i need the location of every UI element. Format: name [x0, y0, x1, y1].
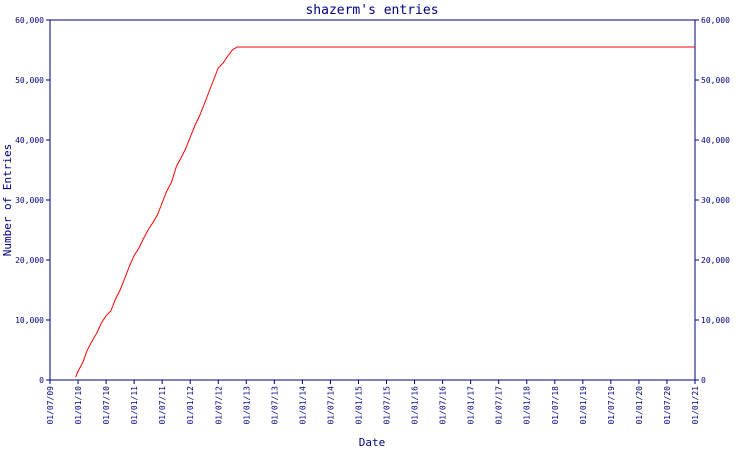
x-tick-label: 01/01/18	[523, 386, 532, 425]
x-tick-label: 01/07/10	[102, 386, 111, 425]
y-tick-label-left: 50,000	[15, 76, 44, 85]
x-tick-label: 01/07/09	[46, 386, 55, 425]
x-tick-label: 01/01/12	[186, 386, 195, 425]
y-tick-label-left: 10,000	[15, 316, 44, 325]
x-tick-label: 01/01/15	[354, 386, 363, 425]
y-ticks-left: 0 10,000 20,000 30,000 40,000 50,000 60,000	[15, 16, 50, 385]
x-tick-label: 01/01/16	[411, 386, 420, 425]
x-tick-label: 01/07/13	[270, 386, 279, 425]
x-axis-label: Date	[359, 436, 386, 449]
y-tick-label-right: 20,000	[701, 256, 730, 265]
x-tick-label: 01/01/20	[635, 386, 644, 425]
x-tick-label: 01/01/14	[298, 386, 307, 425]
x-tick-label: 01/01/10	[74, 386, 83, 425]
x-tick-label: 01/01/17	[467, 386, 476, 425]
y-tick-label-left: 0	[39, 376, 44, 385]
x-tick-label: 01/07/11	[158, 386, 167, 425]
x-tick-label: 01/07/16	[439, 386, 448, 425]
y-tick-label-right: 30,000	[701, 196, 730, 205]
y-ticks-right: 0 10,000 20,000 30,000 40,000 50,000 60,000	[695, 16, 730, 385]
x-tick-label: 01/07/19	[607, 386, 616, 425]
y-tick-label-right: 10,000	[701, 316, 730, 325]
y-tick-label-right: 60,000	[701, 16, 730, 25]
y-tick-label-right: 50,000	[701, 76, 730, 85]
x-tick-label: 01/07/20	[663, 386, 672, 425]
y-tick-label-left: 20,000	[15, 256, 44, 265]
y-tick-label-left: 60,000	[15, 16, 44, 25]
y-tick-label-left: 30,000	[15, 196, 44, 205]
x-tick-label: 01/01/19	[579, 386, 588, 425]
x-tick-label: 01/07/18	[551, 386, 560, 425]
x-tick-label: 01/07/12	[214, 386, 223, 425]
x-tick-label: 01/01/11	[130, 386, 139, 425]
series-group	[75, 46, 695, 378]
x-tick-label: 01/01/13	[242, 386, 251, 425]
plot-frame	[49, 19, 696, 381]
chart-title: shazerm's entries	[305, 3, 438, 18]
series-line	[75, 46, 695, 378]
y-axis-label: Number of Entries	[1, 144, 14, 257]
y-tick-label-right: 40,000	[701, 136, 730, 145]
x-tick-label: 01/07/17	[495, 386, 504, 425]
x-tick-label: 01/01/21	[691, 386, 700, 425]
x-ticks: 01/07/09 01/01/10 01/07/10 01/01/11 01/07/11…	[46, 380, 700, 425]
y-tick-label-left: 40,000	[15, 136, 44, 145]
x-tick-label: 01/07/15	[383, 386, 392, 425]
x-tick-label: 01/07/14	[326, 386, 335, 425]
y-tick-label-right: 0	[701, 376, 706, 385]
